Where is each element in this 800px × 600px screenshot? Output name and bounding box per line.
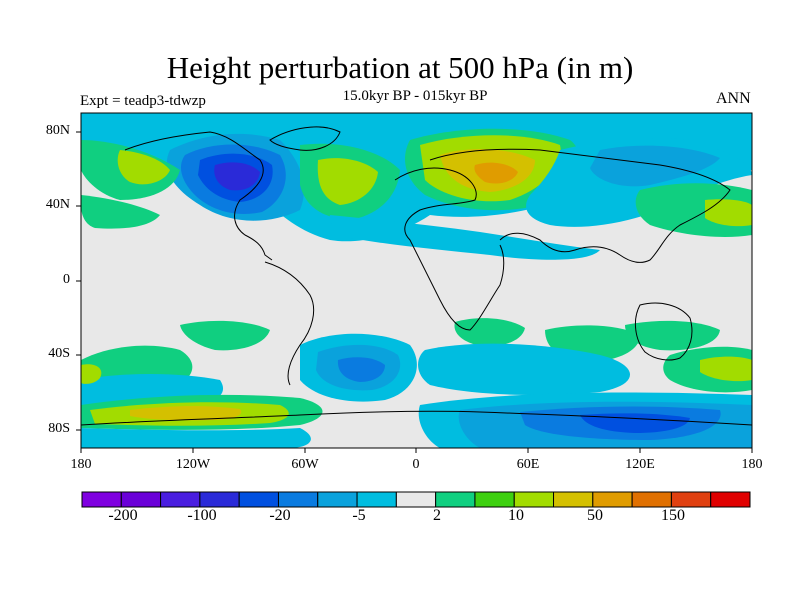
colorbar-swatch: [513, 491, 555, 508]
contour-blue-asia: [590, 145, 720, 187]
colorbar-swatch: [670, 491, 712, 508]
lon-tick-label: 180: [741, 457, 763, 472]
contour-green-south-indian: [454, 318, 525, 347]
contour-cyan-south-indian: [418, 343, 630, 396]
colorbar-label: -20: [269, 507, 291, 524]
colorbar-swatch: [710, 491, 751, 508]
contour-lightgreen-south-west: [81, 364, 102, 384]
contour-lightgreen-south-east: [700, 356, 752, 382]
colorbar-label: -100: [187, 507, 217, 524]
coastlines: [81, 126, 752, 426]
contour-lightgreen-north-pacific-east: [705, 199, 752, 227]
colorbar: [81, 491, 751, 508]
map-subtitle: 15.0kyr BP - 015kyr BP: [342, 88, 488, 104]
colorbar-label: 10: [508, 507, 524, 524]
colorbar-label: -5: [352, 507, 366, 524]
lon-tick-label: 120E: [625, 457, 655, 472]
colorbar-label: -200: [108, 507, 138, 524]
lat-tick-label: 80N: [45, 123, 70, 138]
colorbar-label: 2: [433, 507, 441, 524]
axis-ticks: [76, 131, 753, 453]
contour-cyan-midlat-north: [329, 215, 600, 260]
colorbar-swatch: [199, 491, 240, 508]
contour-lightgreen-atlantic: [317, 158, 378, 205]
colorbar-swatch: [160, 491, 201, 508]
lon-tick-label: 0: [412, 457, 420, 472]
colorbar-swatch: [474, 491, 515, 508]
lat-tick-label: 0: [63, 272, 70, 287]
contour-yellow-southern-ocean: [130, 406, 242, 421]
lat-tick-label: 80S: [48, 421, 70, 436]
contour-medblue-south-atlantic: [337, 357, 385, 382]
contour-green-south-pacific-east: [625, 320, 720, 351]
colorbar-label: 50: [587, 507, 603, 524]
colorbar-swatch: [553, 491, 594, 508]
lon-tick-label: 120W: [175, 457, 211, 472]
colorbar-swatch: [317, 491, 358, 508]
colorbar-swatch: [238, 491, 279, 508]
season-label: ANN: [716, 90, 751, 107]
colorbar-swatch: [356, 491, 397, 508]
lon-tick-label: 180: [70, 457, 92, 472]
contour-cyan-antarctic-west: [81, 428, 311, 448]
contour-deepblue-north-america: [214, 162, 260, 191]
lon-tick-label: 60E: [516, 457, 540, 472]
contour-lightgreen-west: [117, 150, 170, 185]
contour-darkblue-antarctic-east: [580, 413, 690, 433]
lon-tick-label: 60W: [291, 457, 319, 472]
colorbar-swatch: [120, 491, 162, 508]
colorbar-swatch: [592, 491, 633, 508]
colorbar-swatch: [395, 491, 437, 508]
lat-tick-label: 40N: [45, 197, 70, 212]
colorbar-label: 150: [661, 507, 685, 524]
height-perturbation-field: [81, 113, 752, 448]
map-title: Height perturbation at 500 hPa (in m): [166, 50, 634, 85]
colorbar-swatch: [277, 491, 319, 508]
experiment-label: Expt = teadp3-tdwzp: [80, 93, 206, 109]
contour-orange-eurasia: [474, 162, 518, 184]
contour-green-south-central: [180, 320, 270, 351]
colorbar-swatch: [435, 491, 476, 508]
colorbar-swatch: [81, 491, 122, 508]
contour-green-north-pacific-west: [81, 195, 160, 229]
colorbar-swatch: [631, 491, 672, 508]
lat-tick-label: 40S: [48, 346, 70, 361]
